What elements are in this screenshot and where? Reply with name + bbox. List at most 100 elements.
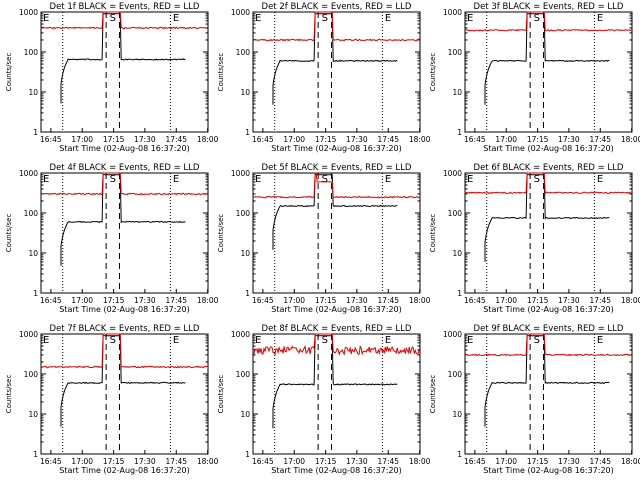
chart-title: Det 1f BLACK = Events, RED = LLD — [50, 2, 200, 12]
x-tick-label: 17:00 — [283, 296, 305, 305]
x-tick-label: 17:00 — [495, 457, 517, 466]
y-tick-label: 100 — [24, 209, 39, 218]
plot-frame — [464, 11, 633, 133]
x-tick-label: 16:45 — [252, 296, 274, 305]
x-tick-label: 17:30 — [558, 135, 580, 144]
marker-s: S — [322, 13, 328, 24]
plot-frame — [464, 172, 633, 294]
marker-e-right: E — [597, 13, 603, 24]
marker-s: S — [322, 174, 328, 185]
y-tick-label: 1000 — [443, 330, 462, 339]
y-tick-label: 100 — [236, 48, 251, 57]
y-tick-label: 1 — [33, 128, 38, 137]
x-tick-label: 17:15 — [315, 296, 337, 305]
x-tick-label: 17:45 — [589, 135, 611, 144]
y-tick-label: 1 — [457, 450, 462, 459]
x-tick-label: 17:30 — [346, 296, 368, 305]
x-tick-label: 18:00 — [409, 135, 431, 144]
x-tick-label: 18:00 — [621, 296, 640, 305]
marker-s: S — [534, 13, 540, 24]
chart-title: Det 8f BLACK = Events, RED = LLD — [262, 324, 412, 334]
y-tick-label: 1000 — [231, 8, 250, 17]
plot-frame — [40, 11, 209, 133]
x-axis-label: Start Time (02-Aug-08 16:37:20) — [59, 144, 190, 153]
x-tick-label: 17:45 — [377, 135, 399, 144]
y-tick-label: 1 — [457, 128, 462, 137]
x-tick-label: 18:00 — [409, 457, 431, 466]
marker-e-left: E — [43, 174, 49, 185]
chart-title: Det 3f BLACK = Events, RED = LLD — [474, 2, 624, 12]
events-series-line — [272, 335, 398, 429]
lld-series-line — [464, 333, 632, 357]
x-tick-label: 17:15 — [103, 296, 125, 305]
x-tick-label: 16:45 — [252, 457, 274, 466]
x-axis-label: Start Time (02-Aug-08 16:37:20) — [483, 305, 614, 314]
y-tick-label: 10 — [28, 410, 38, 419]
plot-frame — [40, 172, 209, 294]
y-tick-label: 10 — [240, 249, 250, 258]
x-tick-label: 17:30 — [134, 296, 156, 305]
events-series-line — [484, 13, 610, 105]
x-axis-label: Start Time (02-Aug-08 16:37:20) — [271, 144, 402, 153]
marker-e-left: E — [467, 335, 473, 346]
lld-series-line — [464, 172, 632, 195]
x-tick-label: 16:45 — [464, 135, 486, 144]
events-series-line — [60, 174, 186, 266]
lld-series-line — [252, 333, 420, 356]
chart-title: Det 5f BLACK = Events, RED = LLD — [262, 163, 412, 173]
marker-s: S — [110, 13, 116, 24]
x-tick-label: 18:00 — [621, 457, 640, 466]
x-tick-label: 17:00 — [495, 296, 517, 305]
x-tick-label: 16:45 — [464, 296, 486, 305]
events-series-line — [484, 174, 610, 262]
marker-e-left: E — [43, 13, 49, 24]
lld-series-line — [464, 11, 632, 32]
x-tick-label: 18:00 — [621, 135, 640, 144]
x-tick-label: 17:00 — [71, 135, 93, 144]
x-tick-label: 17:30 — [346, 135, 368, 144]
plot-frame — [252, 172, 421, 294]
x-tick-label: 16:45 — [40, 135, 62, 144]
marker-s: S — [322, 335, 328, 346]
y-tick-label: 1000 — [19, 330, 38, 339]
x-axis-label: Start Time (02-Aug-08 16:37:20) — [271, 305, 402, 314]
x-tick-label: 17:15 — [103, 135, 125, 144]
chart-panel-2: Det 2f BLACK = Events, RED = LLD 1 10 100 10… — [217, 2, 431, 153]
x-tick-label: 17:45 — [165, 135, 187, 144]
marker-e-right: E — [385, 174, 391, 185]
x-tick-label: 17:15 — [527, 457, 549, 466]
events-series-line — [60, 13, 186, 104]
lld-series-line — [40, 333, 208, 369]
y-tick-label: 1 — [245, 450, 250, 459]
y-tick-label: 10 — [452, 249, 462, 258]
y-tick-label: 10 — [28, 88, 38, 97]
y-axis-label: Counts/sec — [217, 53, 225, 92]
events-series-line — [484, 335, 610, 427]
x-tick-label: 17:00 — [71, 457, 93, 466]
marker-e-right: E — [173, 13, 179, 24]
x-tick-label: 16:45 — [40, 457, 62, 466]
x-axis-label: Start Time (02-Aug-08 16:37:20) — [483, 144, 614, 153]
chart-panel-6: Det 6f BLACK = Events, RED = LLD 1 10 100 10… — [429, 163, 640, 314]
x-axis-label: Start Time (02-Aug-08 16:37:20) — [271, 466, 402, 475]
x-tick-label: 18:00 — [197, 457, 219, 466]
chart-panel-7: Det 7f BLACK = Events, RED = LLD 1 10 100 10… — [5, 324, 219, 475]
plot-frame — [464, 333, 633, 455]
y-tick-label: 100 — [448, 48, 463, 57]
y-tick-label: 10 — [452, 88, 462, 97]
x-tick-label: 17:45 — [377, 296, 399, 305]
y-axis-label: Counts/sec — [5, 53, 13, 92]
x-tick-label: 18:00 — [197, 296, 219, 305]
x-axis-label: Start Time (02-Aug-08 16:37:20) — [59, 305, 190, 314]
x-axis-label: Start Time (02-Aug-08 16:37:20) — [483, 466, 614, 475]
y-axis-label: Counts/sec — [5, 375, 13, 414]
marker-e-right: E — [385, 335, 391, 346]
chart-title: Det 7f BLACK = Events, RED = LLD — [50, 324, 200, 334]
y-tick-label: 1 — [33, 289, 38, 298]
y-tick-label: 100 — [448, 370, 463, 379]
x-tick-label: 17:00 — [495, 135, 517, 144]
chart-panel-3: Det 3f BLACK = Events, RED = LLD 1 10 100 10… — [429, 2, 640, 153]
x-tick-label: 18:00 — [409, 296, 431, 305]
events-series-line — [60, 335, 186, 427]
y-tick-label: 1000 — [19, 8, 38, 17]
